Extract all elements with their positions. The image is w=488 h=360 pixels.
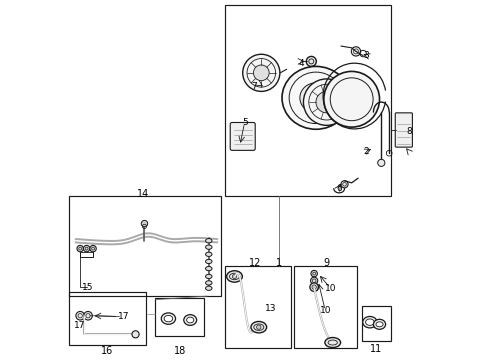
Circle shape — [76, 311, 84, 320]
Ellipse shape — [362, 316, 376, 328]
Ellipse shape — [205, 239, 212, 243]
Text: 13: 13 — [264, 304, 275, 313]
Circle shape — [132, 331, 139, 338]
Circle shape — [315, 91, 337, 113]
Ellipse shape — [324, 338, 340, 347]
FancyBboxPatch shape — [394, 113, 411, 147]
Ellipse shape — [161, 313, 175, 324]
Circle shape — [141, 220, 147, 227]
Text: 12: 12 — [248, 258, 261, 268]
Text: 18: 18 — [174, 346, 186, 356]
Text: 10: 10 — [320, 306, 331, 315]
Text: 7: 7 — [251, 82, 257, 91]
Circle shape — [340, 181, 347, 188]
Ellipse shape — [205, 281, 212, 285]
Circle shape — [310, 270, 317, 277]
Ellipse shape — [205, 259, 212, 264]
Circle shape — [77, 246, 83, 252]
Text: 3: 3 — [362, 51, 368, 60]
Circle shape — [350, 47, 360, 56]
Text: 17: 17 — [74, 321, 86, 330]
Text: 4: 4 — [298, 59, 303, 68]
Circle shape — [256, 325, 261, 329]
Circle shape — [232, 274, 236, 279]
Ellipse shape — [299, 83, 331, 113]
Ellipse shape — [205, 252, 212, 256]
Circle shape — [90, 246, 96, 252]
Text: 6: 6 — [336, 184, 341, 193]
Ellipse shape — [373, 319, 385, 329]
FancyBboxPatch shape — [230, 122, 255, 150]
Circle shape — [310, 277, 317, 284]
Circle shape — [303, 79, 349, 125]
Circle shape — [377, 159, 384, 166]
Circle shape — [83, 311, 92, 320]
Text: 15: 15 — [81, 283, 93, 292]
Circle shape — [305, 57, 316, 66]
Ellipse shape — [205, 274, 212, 279]
Text: 17: 17 — [118, 312, 129, 321]
Ellipse shape — [365, 319, 373, 325]
Ellipse shape — [205, 286, 212, 291]
Ellipse shape — [205, 266, 212, 271]
Text: 2: 2 — [363, 147, 368, 156]
Text: 9: 9 — [322, 258, 328, 268]
Text: 5: 5 — [242, 118, 247, 127]
Circle shape — [323, 71, 379, 127]
Text: 11: 11 — [369, 343, 382, 354]
Ellipse shape — [282, 66, 349, 129]
Text: 14: 14 — [136, 189, 148, 199]
Circle shape — [242, 54, 279, 91]
Ellipse shape — [183, 315, 196, 325]
Text: 8: 8 — [405, 127, 411, 136]
Ellipse shape — [375, 322, 382, 327]
Circle shape — [309, 283, 318, 292]
Text: 16: 16 — [101, 346, 113, 356]
Ellipse shape — [164, 315, 172, 322]
Ellipse shape — [186, 317, 193, 323]
Text: 10: 10 — [325, 284, 336, 293]
Circle shape — [83, 246, 90, 252]
Text: 1: 1 — [275, 258, 281, 268]
Ellipse shape — [305, 89, 325, 107]
Ellipse shape — [226, 271, 242, 282]
Circle shape — [253, 65, 268, 81]
Ellipse shape — [205, 245, 212, 249]
Ellipse shape — [250, 321, 266, 333]
